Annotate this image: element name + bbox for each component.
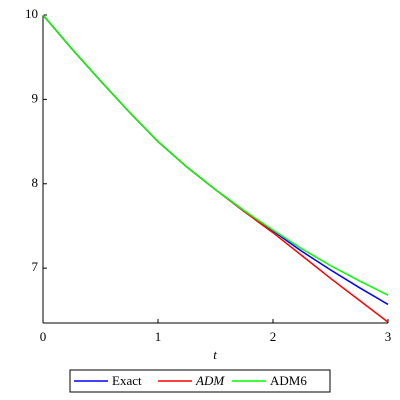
legend-label: ADM	[195, 373, 225, 388]
legend-label: Exact	[112, 373, 142, 388]
x-axis-label: t	[213, 347, 217, 362]
legend-label: ADM6	[270, 373, 307, 388]
x-tick-label: 3	[385, 329, 392, 344]
x-tick-label: 1	[155, 329, 162, 344]
legend-box	[69, 369, 331, 393]
y-tick-label: 7	[32, 259, 39, 274]
y-tick-label: 9	[32, 90, 39, 105]
y-tick-label: 10	[25, 6, 38, 21]
series-line	[42, 14, 389, 306]
x-tick-label: 0	[40, 329, 47, 344]
y-tick-label: 8	[32, 175, 39, 190]
series-line	[42, 14, 389, 323]
x-tick-label: 2	[270, 329, 277, 344]
series-line	[42, 14, 389, 296]
